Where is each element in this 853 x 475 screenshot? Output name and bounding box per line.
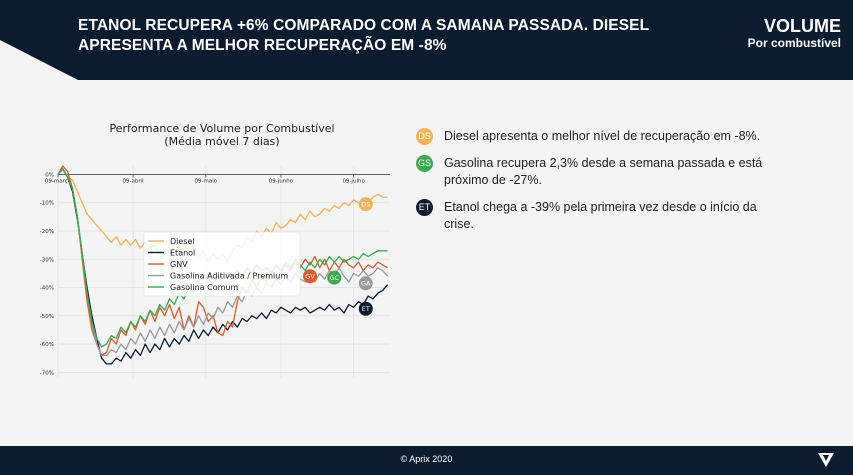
section-label: VOLUME Por combustível: [748, 16, 841, 51]
y-tick-label: 0%: [45, 172, 54, 178]
x-axis: 09-março 09-abril 09-maio 09-junho 09-julho: [45, 174, 390, 184]
insights-list: DS Diesel apresenta o melhor nível de re…: [416, 128, 786, 243]
insight-text: Diesel apresenta o melhor nível de recup…: [444, 129, 761, 143]
legend-label: Diesel: [170, 237, 195, 246]
section-subtitle: Por combustível: [747, 36, 841, 50]
copyright: © Aprix 2020: [400, 454, 453, 464]
legend-label: Etanol: [170, 248, 195, 257]
series-badge: [327, 270, 342, 285]
gasolina-badge: GS: [416, 155, 433, 172]
series-end-badges: DS GV GC GA ET: [303, 197, 373, 316]
series-badge: [358, 276, 373, 291]
series-badge-label: GV: [305, 272, 315, 280]
y-tick-label: -60%: [40, 342, 54, 348]
etanol-badge: ET: [416, 199, 433, 216]
series-badge: [358, 301, 373, 316]
x-tick-label: 09-junho: [269, 178, 294, 184]
insight-diesel: DS Diesel apresenta o melhor nível de re…: [416, 128, 786, 145]
header-background: [0, 0, 853, 80]
y-tick-label: -70%: [40, 370, 54, 376]
header-banner: [0, 0, 853, 80]
series-badge-label: GA: [361, 280, 371, 288]
volume-performance-chart: Performance de Volume por Combustível (M…: [40, 122, 390, 378]
chart-legend: Diesel Etanol GNV Gasolina Aditivada / Prem…: [143, 231, 301, 297]
series-badge-label: GC: [329, 274, 339, 282]
series-badge: [303, 269, 318, 284]
y-tick-label: -50%: [40, 314, 54, 320]
series-badge: [358, 197, 373, 212]
insight-etanol: ET Etanol chega a -39% pela primeira vez…: [416, 199, 786, 233]
y-tick-label: -10%: [40, 201, 54, 207]
legend-label: GNV: [170, 260, 188, 269]
x-tick-label: 09-maio: [195, 178, 218, 184]
headline: ETANOL RECUPERA +6% COMPARADO COM A SAMA…: [78, 17, 649, 54]
legend-label: Gasolina Comum: [170, 283, 238, 292]
section-title: VOLUME: [763, 16, 841, 36]
series-badge-label: DS: [361, 200, 370, 208]
y-tick-label: -40%: [40, 286, 54, 292]
legend-box: [143, 231, 301, 297]
chart-title-line-1: Performance de Volume por Combustível: [109, 122, 334, 135]
y-tick-label: -30%: [40, 257, 54, 263]
x-tick-label: 09-julho: [342, 178, 365, 184]
aprix-logo-icon: [818, 453, 834, 467]
insight-text: Gasolina recupera 2,3% desde a semana pa…: [444, 156, 763, 187]
insight-gasolina: GS Gasolina recupera 2,3% desde a semana…: [416, 155, 786, 189]
chart-title-line-2: (Média móvel 7 dias): [164, 135, 279, 148]
legend-label: Gasolina Aditivada / Premium: [170, 271, 288, 280]
series-badge-label: ET: [362, 305, 370, 313]
series-line: [57, 168, 389, 365]
insight-text: Etanol chega a -39% pela primeira vez de…: [444, 200, 757, 231]
series-line: [57, 165, 388, 357]
x-tick-label: 09-abril: [123, 178, 145, 184]
y-axis: 0% -10% -20% -30% -40% -50% -60% -70%: [40, 172, 54, 376]
y-tick-label: -20%: [40, 229, 54, 235]
footer: © Aprix 2020: [0, 446, 853, 475]
diesel-badge: DS: [416, 128, 433, 145]
x-tick-label: 09-março: [45, 178, 72, 184]
